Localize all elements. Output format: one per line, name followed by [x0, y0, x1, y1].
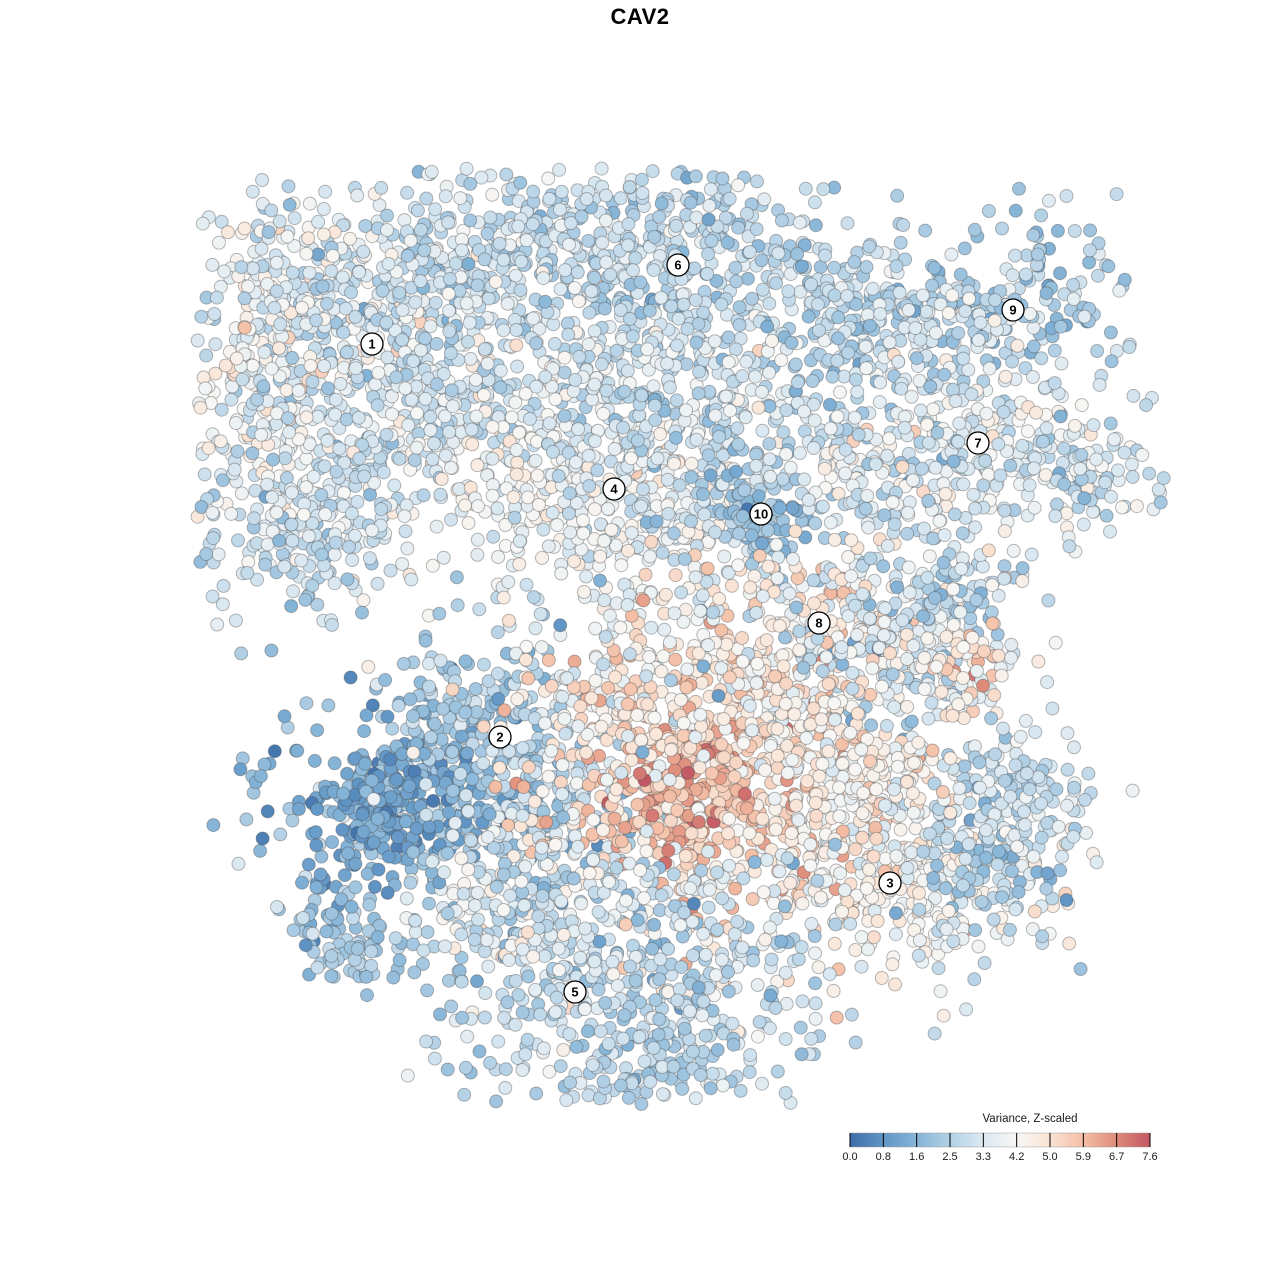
cluster-label-text: 2	[496, 730, 503, 745]
cluster-label-9: 9	[1001, 298, 1025, 322]
legend-tick-label: 4.2	[1009, 1151, 1024, 1163]
legend-tick-label: 0.8	[876, 1151, 891, 1163]
cluster-label-text: 5	[571, 985, 578, 1000]
color-legend: 0.0 0.8 1.6 2.5 3.3 4.2 5.0 5.9 6.7 7.6 Variance, …	[842, 1113, 1157, 1163]
cluster-label-1: 1	[360, 332, 384, 356]
cluster-label-4: 4	[602, 477, 626, 501]
cluster-label-text: 7	[974, 436, 981, 451]
cluster-label-text: 6	[674, 258, 681, 273]
cluster-label-6: 6	[666, 253, 690, 277]
legend-tick-label: 6.7	[1109, 1151, 1124, 1163]
cluster-label-8: 8	[807, 611, 831, 635]
legend-colorbar	[849, 1132, 1151, 1148]
cluster-label-text: 1	[368, 337, 375, 352]
cluster-label-text: 10	[754, 507, 768, 522]
cluster-label-text: 4	[610, 482, 618, 497]
cluster-label-text: 8	[815, 616, 822, 631]
cluster-labels: 1 2 3 4 5 6 7 8 9 10	[360, 253, 1025, 1004]
cluster-label-10: 10	[749, 502, 773, 526]
cluster-label-3: 3	[878, 871, 902, 895]
legend-tick-label: 1.6	[909, 1151, 924, 1163]
legend-tick-label: 2.5	[942, 1151, 957, 1163]
scatter-points	[190, 161, 1171, 1111]
cluster-label-text: 3	[886, 876, 893, 891]
cluster-label-2: 2	[488, 725, 512, 749]
legend-tick-label: 3.3	[976, 1151, 991, 1163]
cluster-label-5: 5	[563, 980, 587, 1004]
legend-tick-label: 7.6	[1142, 1151, 1157, 1163]
cluster-label-7: 7	[966, 431, 990, 455]
chart-title: CAV2	[610, 4, 670, 29]
legend-tick-label: 0.0	[842, 1151, 857, 1163]
legend-tick-label: 5.0	[1042, 1151, 1057, 1163]
cluster-label-text: 9	[1009, 303, 1016, 318]
legend-tick-label: 5.9	[1076, 1151, 1091, 1163]
legend-title: Variance, Z-scaled	[982, 1113, 1077, 1125]
